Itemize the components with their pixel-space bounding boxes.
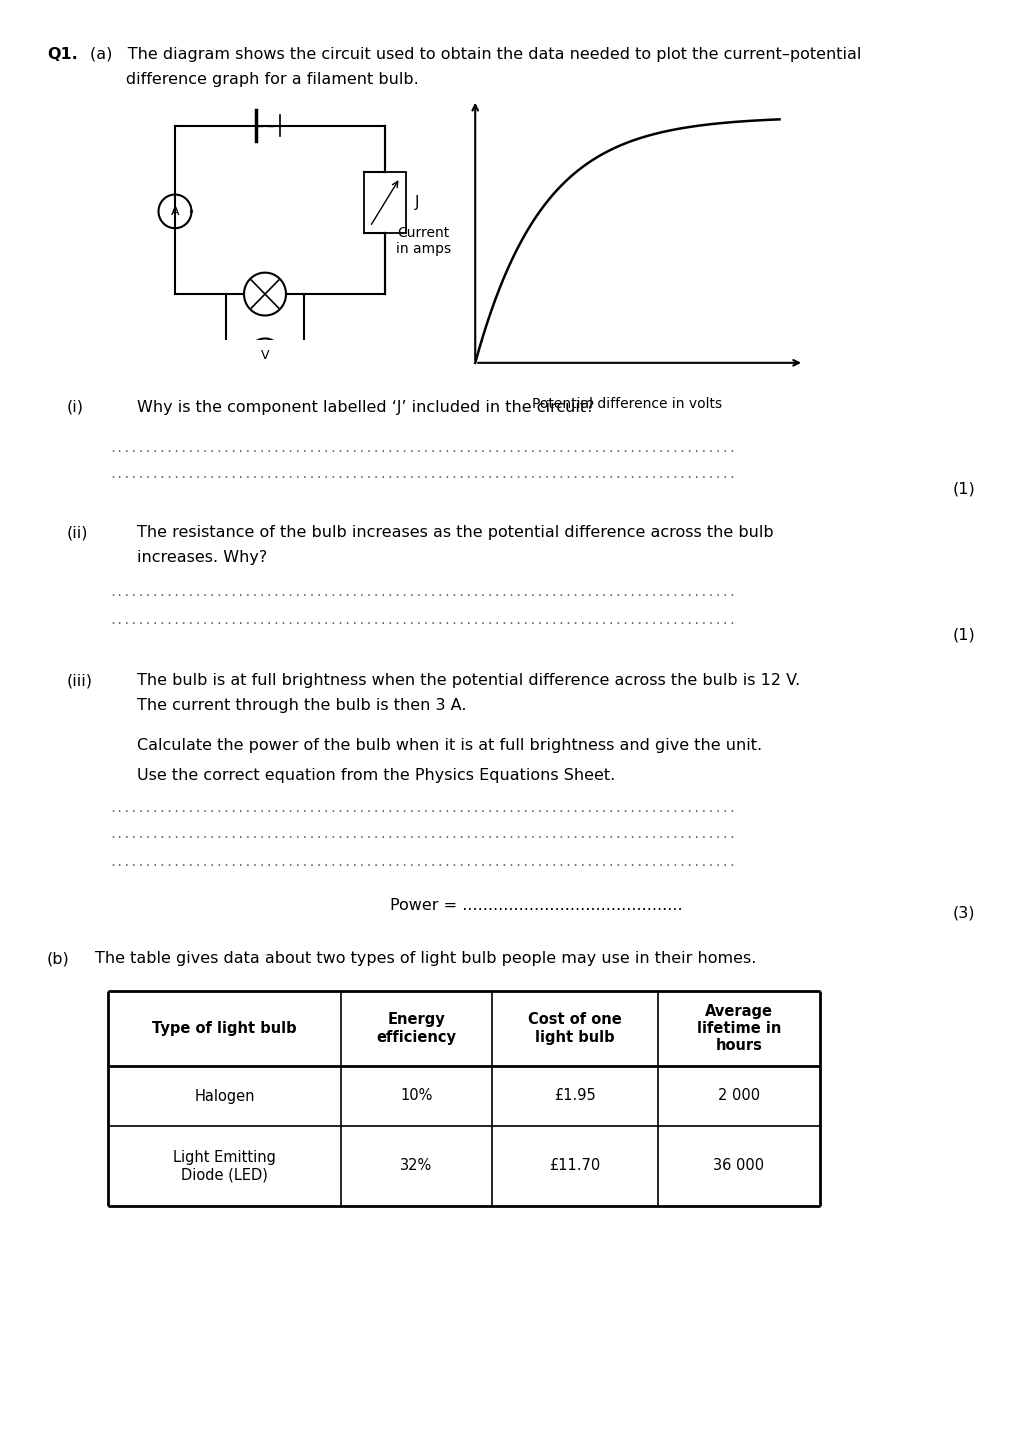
Text: Current
in amps: Current in amps bbox=[395, 227, 450, 257]
Text: Energy
efficiency: Energy efficiency bbox=[376, 1013, 457, 1045]
Text: The resistance of the bulb increases as the potential difference across the bulb: The resistance of the bulb increases as … bbox=[137, 525, 772, 540]
Text: J: J bbox=[415, 195, 419, 209]
Text: (i): (i) bbox=[67, 400, 84, 416]
Text: ................................................................................: ........................................… bbox=[109, 613, 736, 626]
Text: difference graph for a filament bulb.: difference graph for a filament bulb. bbox=[90, 72, 419, 87]
Text: ................................................................................: ........................................… bbox=[109, 586, 736, 599]
Text: Potential difference in volts: Potential difference in volts bbox=[532, 397, 721, 411]
Text: 36 000: 36 000 bbox=[712, 1159, 763, 1173]
Text: ................................................................................: ........................................… bbox=[109, 469, 736, 482]
Text: Use the correct equation from the Physics Equations Sheet.: Use the correct equation from the Physic… bbox=[137, 768, 614, 784]
Text: £1.95: £1.95 bbox=[553, 1088, 595, 1104]
Text: ................................................................................: ........................................… bbox=[109, 828, 736, 841]
Text: Q1.: Q1. bbox=[47, 48, 77, 62]
Text: The current through the bulb is then 3 A.: The current through the bulb is then 3 A… bbox=[137, 698, 466, 713]
Text: 10%: 10% bbox=[399, 1088, 432, 1104]
Bar bbox=[364, 172, 406, 232]
Text: Why is the component labelled ‘J’ included in the circuit?: Why is the component labelled ‘J’ includ… bbox=[137, 400, 594, 416]
Text: ................................................................................: ........................................… bbox=[109, 856, 736, 869]
Text: Halogen: Halogen bbox=[195, 1088, 255, 1104]
Text: Power = ...........................................: Power = ................................… bbox=[389, 898, 682, 913]
Text: ................................................................................: ........................................… bbox=[109, 442, 736, 455]
Text: (ii): (ii) bbox=[67, 525, 89, 540]
Text: Calculate the power of the bulb when it is at full brightness and give the unit.: Calculate the power of the bulb when it … bbox=[137, 737, 761, 753]
Text: Type of light bulb: Type of light bulb bbox=[152, 1022, 297, 1036]
Text: (1): (1) bbox=[952, 628, 974, 642]
Text: 32%: 32% bbox=[400, 1159, 432, 1173]
Text: (iii): (iii) bbox=[67, 672, 93, 688]
Text: £11.70: £11.70 bbox=[548, 1159, 600, 1173]
Text: ................................................................................: ........................................… bbox=[109, 801, 736, 814]
Text: Cost of one
light bulb: Cost of one light bulb bbox=[528, 1013, 621, 1045]
Text: Average
lifetime in
hours: Average lifetime in hours bbox=[696, 1003, 781, 1053]
Text: increases. Why?: increases. Why? bbox=[137, 550, 267, 566]
Text: A: A bbox=[170, 205, 179, 218]
Text: (a)   The diagram shows the circuit used to obtain the data needed to plot the c: (a) The diagram shows the circuit used t… bbox=[90, 48, 860, 62]
Text: (3): (3) bbox=[952, 905, 974, 921]
Text: The bulb is at full brightness when the potential difference across the bulb is : The bulb is at full brightness when the … bbox=[137, 672, 800, 688]
Text: 2 000: 2 000 bbox=[717, 1088, 759, 1104]
Text: The table gives data about two types of light bulb people may use in their homes: The table gives data about two types of … bbox=[95, 951, 756, 965]
Text: (1): (1) bbox=[952, 482, 974, 496]
Text: (b): (b) bbox=[47, 951, 69, 965]
Text: V: V bbox=[261, 349, 269, 362]
Text: Light Emitting
Diode (LED): Light Emitting Diode (LED) bbox=[173, 1150, 276, 1182]
